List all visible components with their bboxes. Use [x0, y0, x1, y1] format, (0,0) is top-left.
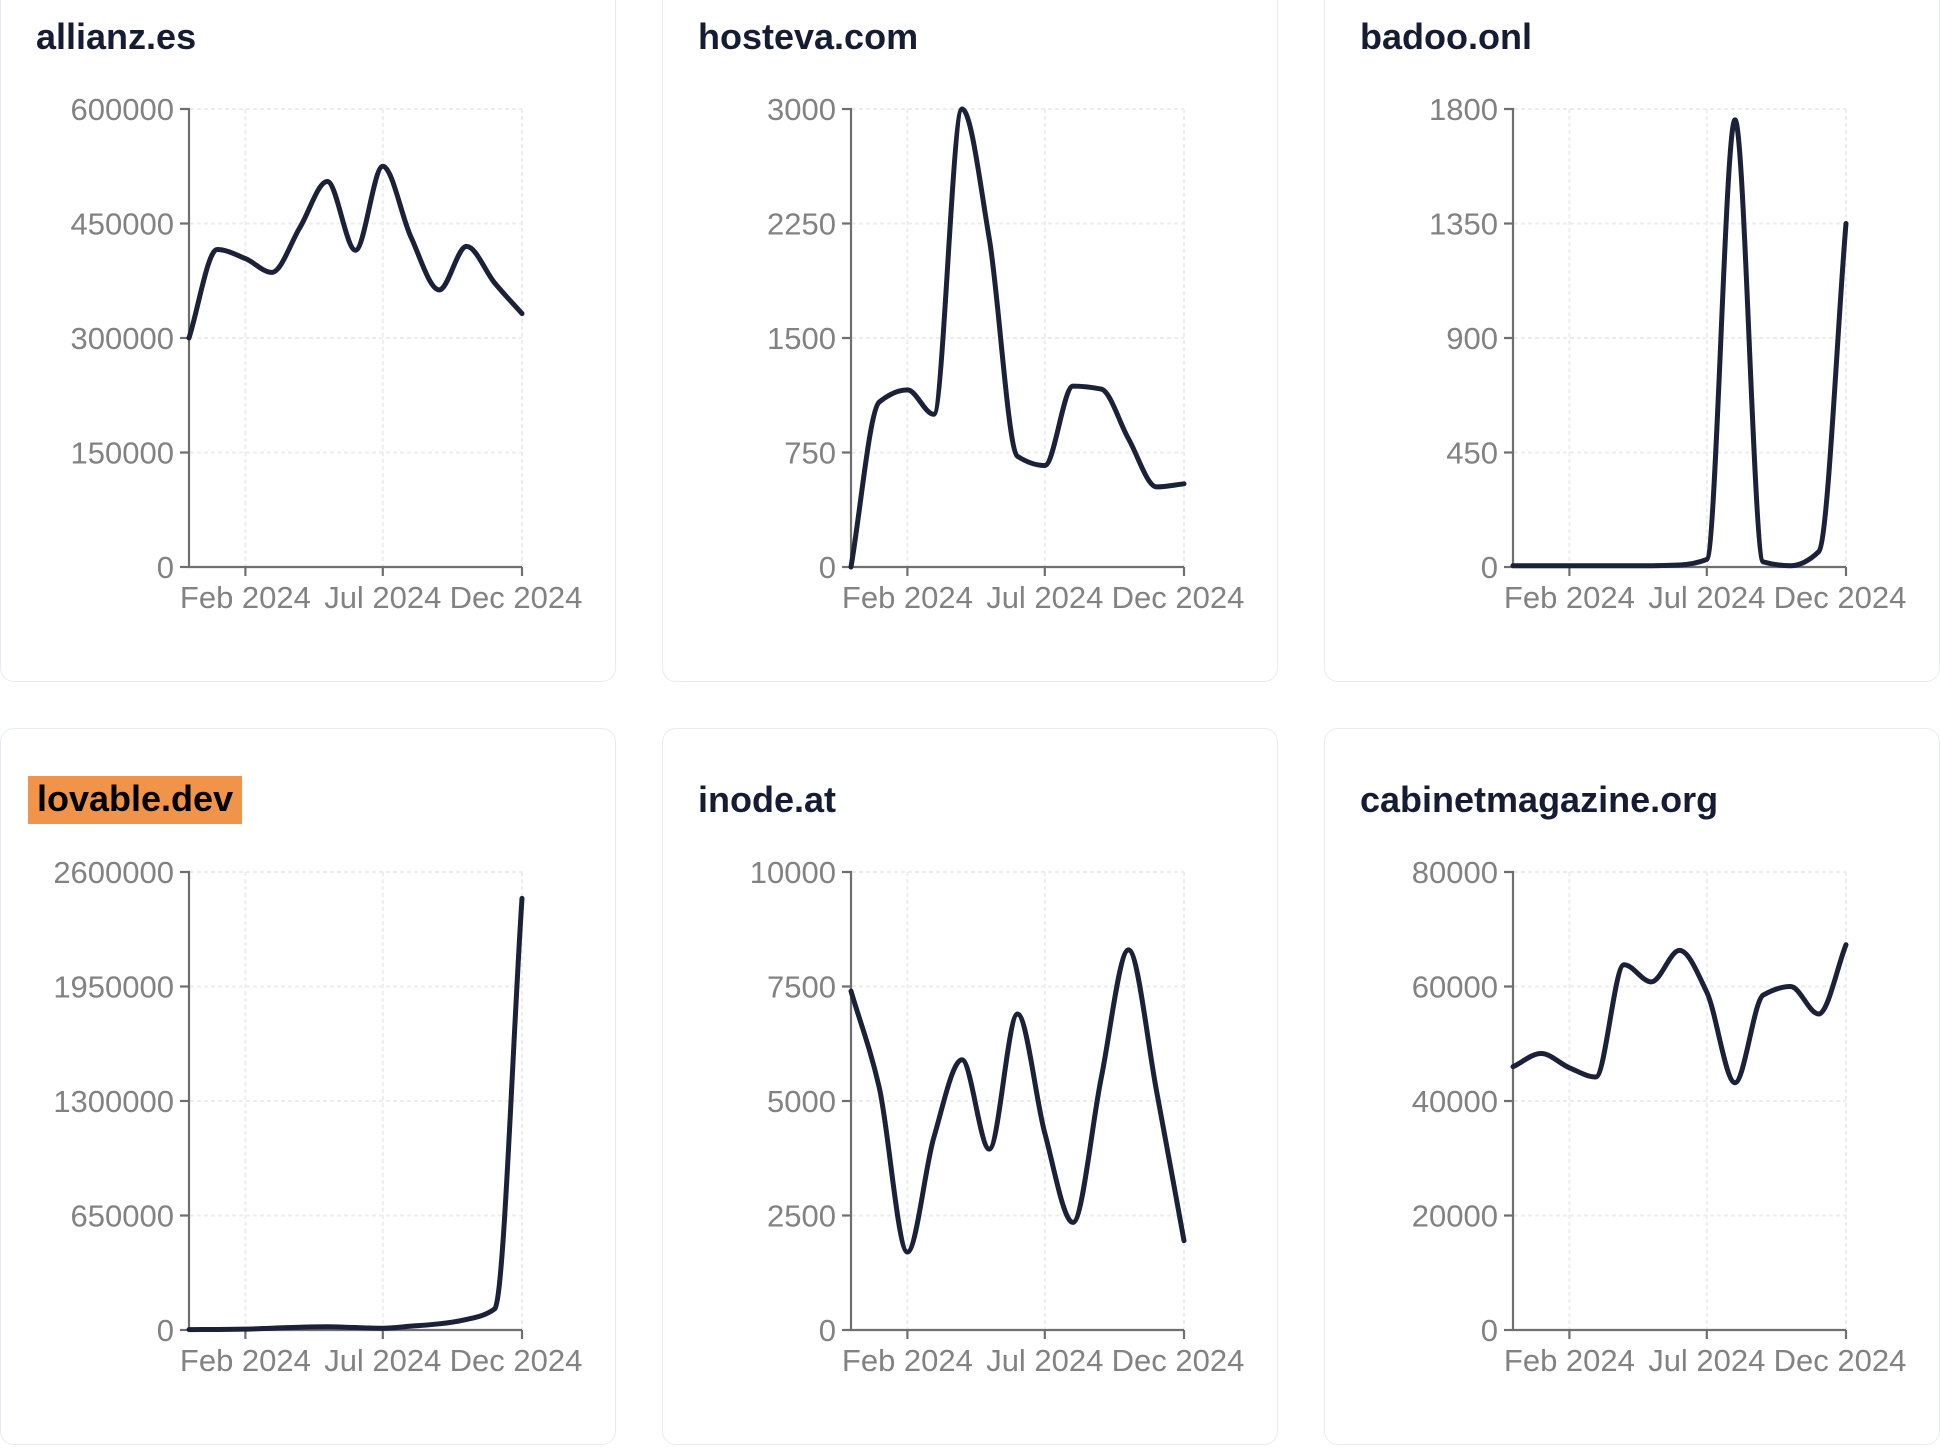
y-axis-labels: 600000 450000 300000 150000 0 — [71, 92, 174, 585]
svg-text:1950000: 1950000 — [53, 970, 174, 1005]
gridlines — [1514, 871, 1847, 1329]
svg-text:Dec 2024: Dec 2024 — [1774, 580, 1907, 615]
chart-card-cabinetmagazine-org: cabinetmagazine.org 80000 60000 40000 20000… — [1324, 728, 1940, 1445]
svg-text:60000: 60000 — [1412, 970, 1498, 1005]
svg-text:Feb 2024: Feb 2024 — [1504, 1343, 1635, 1378]
chart-card-lovable-dev: lovable.dev 2600000 1950000 1300000 650000 0… — [0, 728, 616, 1445]
svg-text:Dec 2024: Dec 2024 — [450, 580, 583, 615]
svg-text:Feb 2024: Feb 2024 — [180, 1343, 311, 1378]
svg-text:Feb 2024: Feb 2024 — [842, 1343, 973, 1378]
svg-text:0: 0 — [819, 550, 836, 585]
svg-text:20000: 20000 — [1412, 1199, 1498, 1234]
svg-text:2500: 2500 — [767, 1199, 836, 1234]
svg-text:1500: 1500 — [767, 321, 836, 356]
svg-text:600000: 600000 — [71, 92, 174, 127]
svg-text:Jul 2024: Jul 2024 — [324, 1343, 441, 1378]
svg-text:Feb 2024: Feb 2024 — [842, 580, 973, 615]
data-curve — [848, 947, 1187, 1255]
axes — [1504, 107, 1848, 576]
data-curve — [186, 163, 525, 341]
gridlines — [1514, 108, 1847, 566]
svg-text:0: 0 — [1481, 550, 1498, 585]
gridlines — [190, 108, 523, 566]
svg-text:0: 0 — [1481, 1313, 1498, 1348]
axes — [1504, 870, 1848, 1339]
svg-text:Jul 2024: Jul 2024 — [1648, 1343, 1765, 1378]
axes — [842, 870, 1186, 1339]
svg-text:2600000: 2600000 — [53, 855, 174, 890]
chart-card-badoo-onl: badoo.onl 1800 1350 900 450 0 Feb 2024 Jul 202… — [1324, 0, 1940, 682]
svg-text:Dec 2024: Dec 2024 — [1112, 1343, 1245, 1378]
chart-card-inode-at: inode.at 10000 7500 5000 2500 0 Feb 2024 Jul 2… — [662, 728, 1278, 1445]
chart-card-hosteva-com: hosteva.com 3000 2250 1500 750 0 Feb 2024 Jul … — [662, 0, 1278, 682]
chart-card-allianz-es: allianz.es 600000 450000 300000 150000 0 Feb … — [0, 0, 616, 682]
svg-text:300000: 300000 — [71, 321, 174, 356]
svg-text:Jul 2024: Jul 2024 — [986, 1343, 1103, 1378]
svg-text:40000: 40000 — [1412, 1084, 1498, 1119]
svg-text:Jul 2024: Jul 2024 — [986, 580, 1103, 615]
chart-title: hosteva.com — [698, 16, 919, 57]
svg-text:5000: 5000 — [767, 1084, 836, 1119]
svg-text:900: 900 — [1446, 321, 1498, 356]
axes — [842, 107, 1186, 576]
x-axis-labels: Feb 2024 Jul 2024 Dec 2024 — [1504, 1343, 1906, 1378]
chart-title: allianz.es — [36, 16, 197, 57]
y-axis-labels: 3000 2250 1500 750 0 — [767, 92, 836, 585]
svg-text:Jul 2024: Jul 2024 — [1648, 580, 1765, 615]
x-axis-labels: Feb 2024 Jul 2024 Dec 2024 — [180, 1343, 582, 1378]
chart-title-highlighted: lovable.dev — [28, 776, 243, 824]
svg-text:Dec 2024: Dec 2024 — [1774, 1343, 1907, 1378]
y-axis-labels: 10000 7500 5000 2500 0 — [750, 855, 836, 1348]
data-curve — [1510, 942, 1849, 1086]
svg-text:3000: 3000 — [767, 92, 836, 127]
svg-text:Dec 2024: Dec 2024 — [450, 1343, 583, 1378]
axes — [180, 870, 524, 1339]
svg-text:0: 0 — [819, 1313, 836, 1348]
y-axis-labels: 2600000 1950000 1300000 650000 0 — [53, 855, 174, 1348]
svg-text:1800: 1800 — [1429, 92, 1498, 127]
svg-text:0: 0 — [157, 550, 174, 585]
svg-text:Dec 2024: Dec 2024 — [1112, 580, 1245, 615]
x-axis-labels: Feb 2024 Jul 2024 Dec 2024 — [842, 1343, 1244, 1378]
axes — [180, 107, 524, 576]
gridlines — [190, 871, 523, 1329]
svg-text:1350: 1350 — [1429, 207, 1498, 242]
svg-text:750: 750 — [784, 436, 836, 471]
data-curve — [848, 106, 1187, 570]
svg-text:450: 450 — [1446, 436, 1498, 471]
chart-title: inode.at — [698, 779, 837, 820]
chart-title: badoo.onl — [1360, 16, 1532, 57]
svg-text:Jul 2024: Jul 2024 — [324, 580, 441, 615]
svg-text:Feb 2024: Feb 2024 — [180, 580, 311, 615]
svg-text:10000: 10000 — [750, 855, 836, 890]
gridlines — [852, 108, 1185, 566]
svg-text:150000: 150000 — [71, 436, 174, 471]
x-axis-labels: Feb 2024 Jul 2024 Dec 2024 — [842, 580, 1244, 615]
x-axis-labels: Feb 2024 Jul 2024 Dec 2024 — [1504, 580, 1906, 615]
svg-text:650000: 650000 — [71, 1199, 174, 1234]
svg-text:Feb 2024: Feb 2024 — [1504, 580, 1635, 615]
x-axis-labels: Feb 2024 Jul 2024 Dec 2024 — [180, 580, 582, 615]
svg-text:7500: 7500 — [767, 970, 836, 1005]
svg-text:0: 0 — [157, 1313, 174, 1348]
data-curve — [1510, 117, 1849, 569]
svg-text:450000: 450000 — [71, 207, 174, 242]
svg-text:1300000: 1300000 — [53, 1084, 174, 1119]
svg-text:2250: 2250 — [767, 207, 836, 242]
y-axis-labels: 80000 60000 40000 20000 0 — [1412, 855, 1498, 1348]
data-curve — [186, 895, 525, 1333]
svg-text:80000: 80000 — [1412, 855, 1498, 890]
chart-title: cabinetmagazine.org — [1360, 779, 1719, 820]
y-axis-labels: 1800 1350 900 450 0 — [1429, 92, 1498, 585]
gridlines — [852, 871, 1185, 1329]
